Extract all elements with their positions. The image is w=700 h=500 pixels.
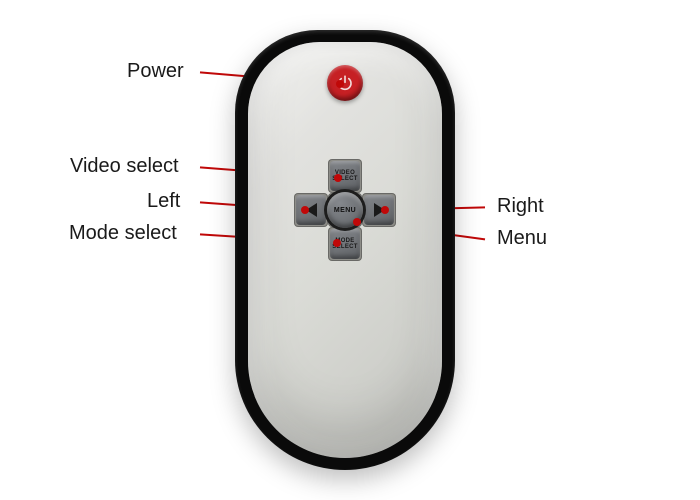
- callout-dot-right: [381, 206, 389, 214]
- diagram-stage: VIDEO SELECT MODE SELECT MENU PowerVideo…: [0, 0, 700, 500]
- callout-dot-power: [336, 80, 344, 88]
- menu-button-label: MENU: [334, 207, 356, 214]
- callout-dot-mode-select: [333, 239, 341, 247]
- callout-label-video-select: Video select: [70, 155, 179, 178]
- callout-label-mode-select: Mode select: [69, 222, 177, 245]
- callout-dot-menu: [353, 218, 361, 226]
- power-button[interactable]: [327, 65, 363, 101]
- callout-label-power: Power: [127, 60, 184, 83]
- callout-dot-video-select: [334, 174, 342, 182]
- callout-label-left: Left: [147, 190, 180, 213]
- callout-label-menu: Menu: [497, 227, 547, 250]
- callout-label-right: Right: [497, 195, 544, 218]
- callout-dot-left: [301, 206, 309, 214]
- right-button[interactable]: [364, 195, 394, 225]
